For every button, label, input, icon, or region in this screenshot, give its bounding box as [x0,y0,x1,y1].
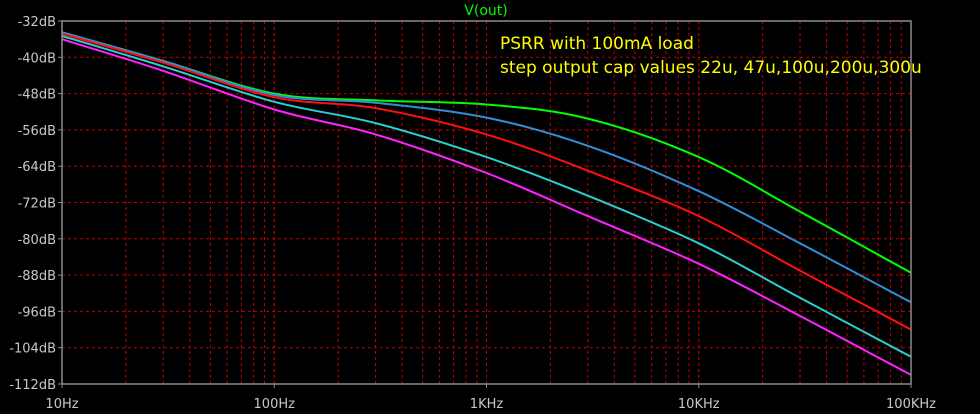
series-lines [61,31,912,376]
annotation-line-1: PSRR with 100mA load [500,34,694,54]
annotation-line-2: step output cap values 22u, 47u,100u,200… [500,58,922,78]
x-tick-label: 10KHz [678,397,720,412]
y-tick-label: -48dB [18,88,56,103]
series-line-2 [61,31,912,304]
series-line-3 [61,32,912,331]
chart-title: V(out) [464,3,507,19]
y-tick-label: -104dB [9,342,56,357]
x-tick-label: 100Hz [254,397,296,412]
series-line-4 [61,35,912,358]
series-line-5 [61,38,912,376]
x-tick-label: 10Hz [45,397,78,412]
y-tick-label: -112dB [9,378,56,393]
x-tick-label: 1KHz [470,397,504,412]
y-tick-label: -72dB [18,197,56,212]
y-tick-label: -64dB [18,160,56,175]
y-tick-label: -88dB [18,269,56,284]
grid-lines [62,21,911,384]
tick-labels: -32dB -40dB -48dB -56dB -64dB -72dB -80dB -88dB… [9,15,936,412]
y-tick-label: -40dB [18,51,56,66]
y-tick-label: -56dB [18,124,56,139]
y-tick-label: -80dB [18,233,56,248]
y-tick-label: -32dB [18,15,56,30]
y-tick-label: -96dB [18,305,56,320]
x-tick-label: 100KHz [886,397,936,412]
